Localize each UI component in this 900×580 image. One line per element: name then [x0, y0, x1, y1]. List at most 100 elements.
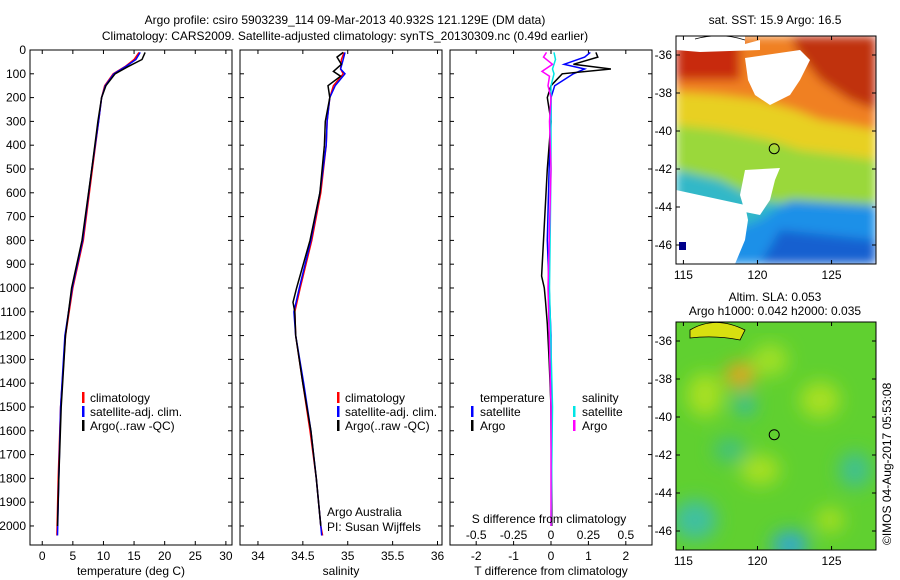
depth-tick-label: 0	[19, 43, 26, 57]
x-tick-label: 5	[70, 549, 77, 563]
x-tick-label: 0	[39, 549, 46, 563]
map-y-tick-label: -44	[655, 486, 673, 500]
x-tick-label: -2	[471, 549, 482, 563]
s-diff-tick-label: -0.25	[500, 528, 528, 542]
x-tick-label: 1	[585, 549, 592, 563]
depth-tick-label: 600	[6, 186, 26, 200]
legend-swatch-argo	[337, 420, 340, 431]
s-diff-x-label: S difference from climatology	[472, 512, 627, 526]
difference-legend-salinity: salinity satellite Argo	[573, 391, 623, 433]
legend-swatch-climatology	[337, 392, 340, 403]
map-y-tick-label: -40	[655, 124, 673, 138]
map-y-tick-label: -44	[655, 200, 673, 214]
x-tick-label: 36	[431, 549, 445, 563]
map-x-tick-label: 115	[674, 268, 693, 282]
x-tick-label: 0	[548, 549, 555, 563]
header-line-2: Climatology: CARS2009. Satellite-adjuste…	[102, 29, 588, 43]
map-x-tick-label: 125	[822, 554, 842, 568]
legend-label-argo: Argo(..raw -QC)	[345, 419, 430, 433]
series-line	[546, 51, 591, 527]
depth-tick-label: 1700	[0, 448, 26, 462]
legend-label-s-satellite: satellite	[582, 405, 623, 419]
legend-label-t-argo: Argo	[480, 419, 506, 433]
series-line	[540, 52, 611, 527]
salinity-x-label: salinity	[323, 564, 360, 578]
x-tick-label: 34	[251, 549, 265, 563]
depth-tick-label: 300	[6, 114, 26, 128]
legend-swatch-climatology	[82, 392, 85, 403]
map-y-tick-label: -42	[655, 162, 673, 176]
temperature-panel	[29, 49, 233, 546]
note-argo-australia: Argo Australia	[327, 505, 402, 519]
depth-tick-label: 1300	[0, 352, 26, 366]
copyright-note: ©IMOS 04-Aug-2017 05:53:08	[880, 382, 894, 545]
map-y-tick-label: -36	[655, 334, 673, 348]
depth-tick-label: 1400	[0, 376, 26, 390]
legend-swatch-t-satellite	[471, 406, 474, 417]
x-tick-label: -1	[508, 549, 519, 563]
x-tick-label: 34.5	[291, 549, 315, 563]
s-diff-tick-label: 0.5	[617, 528, 634, 542]
note-pi: PI: Susan Wijffels	[327, 520, 421, 534]
depth-tick-label: 700	[6, 210, 26, 224]
map-y-tick-label: -38	[655, 372, 673, 386]
legend-swatch-satellite	[82, 406, 85, 417]
series-line	[293, 52, 346, 536]
depth-tick-label: 1800	[0, 471, 26, 485]
x-tick-label: 10	[97, 549, 111, 563]
series-line	[294, 52, 345, 536]
legend-swatch-t-argo	[471, 420, 474, 431]
legend-label-climatology: climatology	[345, 391, 405, 405]
float-location-marker	[768, 429, 780, 441]
legend-label-satellite: satellite-adj. clim.	[345, 405, 437, 419]
map-x-tick-label: 120	[747, 268, 767, 282]
temperature-x-label: temperature (deg C)	[77, 564, 185, 578]
legend-label-argo: Argo(..raw -QC)	[90, 419, 175, 433]
sst-map-frame	[675, 35, 877, 265]
s-diff-tick-label: 0.25	[577, 528, 601, 542]
map-y-tick-label: -42	[655, 448, 673, 462]
s-diff-tick-label: 0	[548, 528, 555, 542]
legend-swatch-s-satellite	[573, 406, 576, 417]
depth-tick-label: 100	[6, 67, 26, 81]
temperature-legend: climatology satellite-adj. clim. Argo(..…	[82, 391, 182, 433]
series-line	[540, 51, 554, 526]
depth-tick-label: 1500	[0, 400, 26, 414]
legend-title-temperature: temperature	[480, 391, 545, 405]
salinity-legend: climatology satellite-adj. clim. Argo(..…	[337, 391, 437, 433]
depth-tick-label: 400	[6, 138, 26, 152]
x-tick-label: 30	[219, 549, 233, 563]
legend-label-climatology: climatology	[90, 391, 150, 405]
depth-tick-label: 1000	[0, 281, 26, 295]
difference-legend-temperature: temperature satellite Argo	[471, 391, 545, 433]
series-line	[56, 52, 146, 527]
sla-map-frame	[675, 321, 877, 551]
legend-title-salinity: salinity	[582, 391, 619, 405]
series-line	[56, 52, 141, 536]
series-line	[292, 51, 344, 527]
legend-swatch-s-argo	[573, 420, 576, 431]
legend-label-s-argo: Argo	[582, 419, 608, 433]
sst-map-title: sat. SST: 15.9 Argo: 16.5	[709, 13, 842, 27]
map-x-tick-label: 115	[674, 554, 693, 568]
x-tick-label: 35	[341, 549, 355, 563]
depth-tick-label: 1100	[0, 305, 26, 319]
depth-tick-label: 200	[6, 91, 26, 105]
t-diff-x-label: T difference from climatology	[474, 564, 628, 578]
float-location-marker	[768, 143, 780, 155]
map-x-tick-label: 120	[747, 554, 767, 568]
legend-swatch-satellite	[337, 406, 340, 417]
sla-map-title-1: Altim. SLA: 0.053	[729, 290, 822, 304]
x-tick-label: 25	[189, 549, 203, 563]
s-diff-tick-label: -0.5	[466, 528, 487, 542]
map-y-tick-label: -46	[655, 238, 673, 252]
depth-tick-label: 1600	[0, 424, 26, 438]
x-tick-label: 15	[127, 549, 141, 563]
depth-tick-label: 800	[6, 233, 26, 247]
map-y-tick-label: -36	[655, 48, 673, 62]
map-x-tick-label: 125	[822, 268, 842, 282]
legend-swatch-argo	[82, 420, 85, 431]
header-line-1: Argo profile: csiro 5903239_114 09-Mar-2…	[145, 13, 546, 27]
sla-map	[676, 322, 876, 550]
